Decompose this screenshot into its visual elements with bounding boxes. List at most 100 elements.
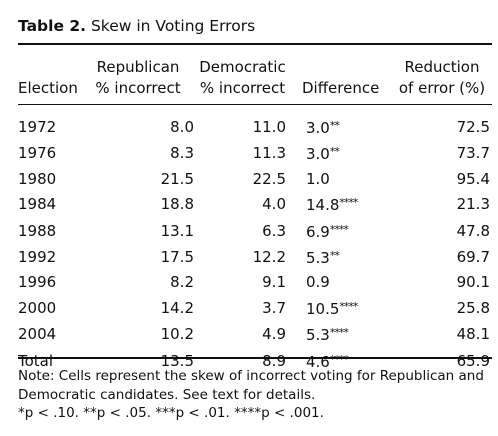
significance-stars: ** <box>329 119 340 132</box>
cell-difference-value: 10.5 <box>306 299 340 318</box>
cell-election-value: 1988 <box>18 221 57 240</box>
cell-election-value: 2004 <box>18 325 57 344</box>
table-caption: Skew in Voting Errors <box>90 17 256 35</box>
significance-legend: *p < .10. **p < .05. ***p < .01. ****p <… <box>18 404 492 423</box>
table-row: 1984 18.8 4.0 14.8**** 21.3 <box>18 191 490 217</box>
cell-election: 1972 <box>18 114 104 140</box>
cell-difference: 6.9**** <box>290 218 404 244</box>
cell-difference-value: 0.9 <box>306 273 330 292</box>
header-republican-line2: % incorrect <box>95 79 181 97</box>
cell-election-value: 1980 <box>18 169 57 188</box>
cell-difference: 5.3**** <box>290 321 404 347</box>
cell-election: 2000 <box>18 295 104 321</box>
cell-reduction: 90.1 <box>404 270 490 294</box>
cell-democratic: 3.7 <box>196 295 290 321</box>
significance-stars: **** <box>339 299 358 313</box>
note-line-2: Democratic candidates. See text for deta… <box>18 386 316 403</box>
cell-republican: 10.2 <box>104 321 196 347</box>
cell-difference-value: 6.9 <box>306 222 330 241</box>
cell-reduction-value: 48.1 <box>456 325 490 344</box>
significance-stars: **** <box>329 222 349 236</box>
cell-republican: 8.2 <box>104 270 196 294</box>
cell-difference: 0.9 <box>290 270 404 294</box>
table-row: 1988 13.1 6.3 6.9**** 47.8 <box>18 218 490 244</box>
cell-difference: 3.0** <box>290 140 404 166</box>
cell-reduction: 65.9 <box>404 348 490 374</box>
cell-election: 1976 <box>18 140 104 166</box>
cell-election: 1988 <box>18 218 104 244</box>
cell-reduction-value: 21.3 <box>456 195 490 214</box>
cell-republican-value: 8.2 <box>170 273 194 292</box>
cell-reduction-value: 47.8 <box>456 221 490 240</box>
table-number: Table 2. <box>18 17 87 35</box>
cell-election-value: 1984 <box>18 195 57 214</box>
cell-republican-value: 10.2 <box>160 325 194 344</box>
header-difference: Difference <box>302 79 380 97</box>
cell-democratic-value: 12.2 <box>252 248 286 267</box>
cell-democratic-value: 9.1 <box>262 273 286 292</box>
cell-reduction: 47.8 <box>404 218 490 244</box>
cell-difference: 3.0** <box>290 114 404 140</box>
cell-difference-value: 3.0 <box>306 119 330 137</box>
cell-reduction-value: 65.9 <box>456 351 490 370</box>
table-row: 1976 8.3 11.3 3.0** 73.7 <box>18 140 490 166</box>
cell-democratic: 22.5 <box>196 167 290 191</box>
cell-election-value: 2000 <box>18 298 57 317</box>
cell-republican-value: 14.2 <box>160 298 194 317</box>
cell-democratic-value: 4.0 <box>262 195 286 214</box>
table-body: 1972 8.0 11.0 3.0** 72.5 1976 8.3 11.3 3.0** 73.7… <box>18 114 490 374</box>
table-row: 1980 21.5 22.5 1.0 95.4 <box>18 167 490 191</box>
cell-difference: 5.3** <box>290 244 404 270</box>
cell-difference: 14.8**** <box>290 191 404 217</box>
cell-reduction: 69.7 <box>404 244 490 270</box>
table-row: 2000 14.2 3.7 10.5**** 25.8 <box>18 295 490 321</box>
cell-republican-value: 13.1 <box>160 221 194 240</box>
sig-level-4: ****p < .001. <box>234 405 324 421</box>
cell-republican: 18.8 <box>104 191 196 217</box>
cell-difference-value: 5.3 <box>306 249 330 268</box>
cell-democratic: 6.3 <box>196 218 290 244</box>
cell-democratic: 4.9 <box>196 321 290 347</box>
significance-stars: **** <box>329 352 349 366</box>
cell-election: 1992 <box>18 244 104 270</box>
cell-reduction: 95.4 <box>404 167 490 191</box>
cell-reduction: 73.7 <box>404 140 490 166</box>
cell-election: 1984 <box>18 191 104 217</box>
cell-reduction: 72.5 <box>404 114 490 140</box>
significance-stars: **** <box>339 196 358 210</box>
cell-republican: 17.5 <box>104 244 196 270</box>
cell-republican: 13.5 <box>104 348 196 374</box>
cell-election-value: Total <box>18 351 54 370</box>
cell-reduction-value: 73.7 <box>456 144 490 163</box>
cell-democratic: 8.9 <box>196 348 290 374</box>
cell-election-value: 1972 <box>18 118 57 136</box>
cell-republican: 14.2 <box>104 295 196 321</box>
cell-democratic: 11.0 <box>196 114 290 140</box>
note-line-1: Note: Cells represent the skew of incorr… <box>18 368 484 384</box>
cell-republican: 8.0 <box>104 114 196 140</box>
cell-democratic: 11.3 <box>196 140 290 166</box>
cell-election-value: 1976 <box>18 144 57 163</box>
cell-democratic: 12.2 <box>196 244 290 270</box>
table-row: 2004 10.2 4.9 5.3**** 48.1 <box>18 321 490 347</box>
cell-election: 1980 <box>18 167 104 191</box>
sig-level-1: *p < .10. <box>18 405 79 421</box>
cell-democratic-value: 3.7 <box>262 298 286 317</box>
cell-democratic-value: 22.5 <box>252 169 286 188</box>
cell-difference-value: 1.0 <box>306 169 330 188</box>
cell-difference: 1.0 <box>290 167 404 191</box>
cell-democratic-value: 6.3 <box>262 221 286 240</box>
cell-republican-value: 17.5 <box>160 248 194 267</box>
cell-difference-value: 14.8 <box>306 196 340 215</box>
cell-election: 1996 <box>18 270 104 294</box>
cell-election: 2004 <box>18 321 104 347</box>
cell-difference-value: 3.0 <box>306 145 330 164</box>
cell-difference-value: 5.3 <box>306 326 330 345</box>
cell-election: Total <box>18 348 104 374</box>
cell-democratic-value: 4.9 <box>262 325 286 344</box>
cell-election-value: 1996 <box>18 273 57 292</box>
significance-stars: ** <box>329 249 340 263</box>
header-democratic-line2: % incorrect <box>199 79 286 97</box>
cell-republican-value: 21.5 <box>160 169 194 188</box>
cell-democratic: 9.1 <box>196 270 290 294</box>
